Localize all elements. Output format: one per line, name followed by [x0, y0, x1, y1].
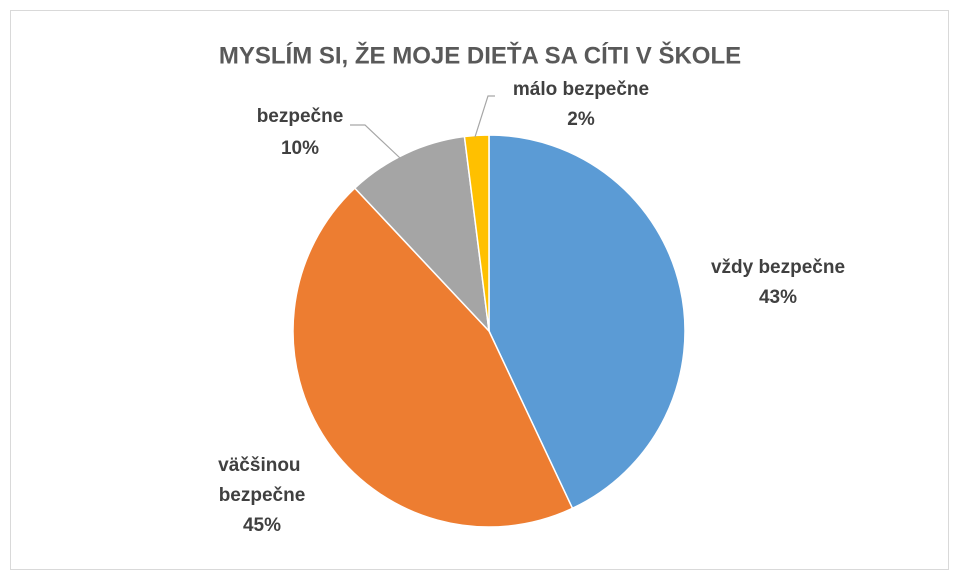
pie-slice	[292, 187, 574, 528]
pie-slice	[353, 135, 491, 334]
data-label-name: vždy bezpečne	[711, 257, 845, 278]
data-label-name: väčšinou bezpečne	[218, 455, 306, 506]
data-label-name: málo bezpečne	[513, 79, 649, 100]
pie-slice	[463, 134, 490, 332]
data-label-value: 43%	[759, 287, 797, 308]
data-label-value: 10%	[281, 138, 319, 159]
data-label-value: 45%	[243, 515, 281, 536]
leader-line	[350, 124, 401, 159]
chart-title: MYSLÍM SI, ŽE MOJE DIEŤA SA CÍTI V ŠKOLE	[219, 41, 741, 69]
data-label-name: bezpečne	[257, 106, 344, 127]
leader-line	[474, 95, 495, 138]
pie-slice	[488, 134, 686, 510]
pie	[292, 134, 686, 528]
data-label-value: 2%	[567, 109, 595, 130]
